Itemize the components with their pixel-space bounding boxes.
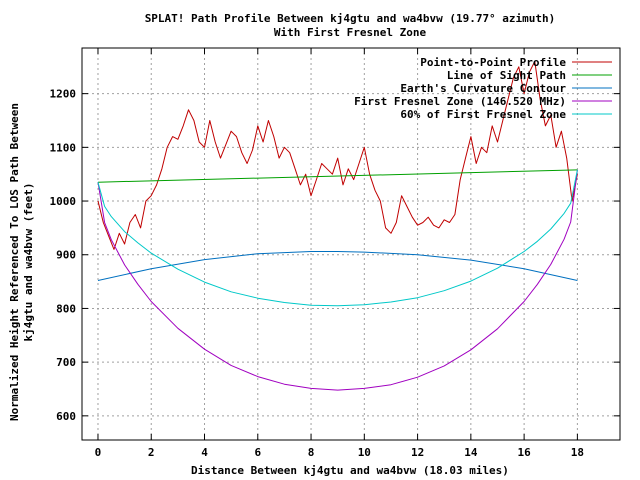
y-tick-label-6: 1200 — [50, 88, 77, 101]
x-tick-label-5: 10 — [358, 446, 371, 459]
legend-label-4: 60% of First Fresnel Zone — [400, 108, 566, 121]
series-line-0 — [97, 60, 578, 250]
series-line-2 — [97, 251, 578, 281]
series-line-3 — [97, 169, 578, 391]
x-tick-label-6: 12 — [411, 446, 424, 459]
series-layer — [97, 60, 578, 391]
y-tick-label-0: 600 — [56, 410, 76, 423]
y-axis-label-line2: kj4gtu and wa4bvw (feet) — [22, 183, 35, 342]
plot-frame — [81, 47, 621, 441]
x-tick-label-1: 2 — [148, 446, 155, 459]
y-tick-label-5: 1100 — [50, 141, 77, 154]
y-tick-label-2: 800 — [56, 302, 76, 315]
legend-label-0: Point-to-Point Profile — [420, 56, 566, 69]
x-tick-label-9: 18 — [571, 446, 584, 459]
y-axis-label-line1: Normalized Height Referenced To LOS Path… — [8, 103, 21, 421]
x-tick-label-0: 0 — [95, 446, 102, 459]
grid-lines — [82, 48, 620, 440]
y-tick-label-3: 900 — [56, 249, 76, 262]
legend-label-1: Line of Sight Path — [447, 69, 566, 82]
x-tick-label-8: 16 — [517, 446, 531, 459]
chart-title: SPLAT! Path Profile Between kj4gtu and w… — [145, 12, 556, 25]
x-tick-label-3: 6 — [254, 446, 261, 459]
x-tick-label-4: 8 — [308, 446, 315, 459]
axis-ticks: 0 2 4 6 8 10 12 14 16 18 600 700 800 900 1000 1100 1200 — [50, 48, 620, 459]
series-line-4 — [97, 169, 578, 307]
y-tick-label-4: 1000 — [50, 195, 77, 208]
chart-subtitle: With First Fresnel Zone — [274, 26, 427, 39]
legend-label-2: Earth's Curvature Contour — [400, 82, 566, 95]
x-axis-label: Distance Between kj4gtu and wa4bvw (18.0… — [191, 464, 509, 477]
series-line-1 — [97, 169, 578, 183]
x-tick-label-2: 4 — [201, 446, 208, 459]
y-tick-label-1: 700 — [56, 356, 76, 369]
legend-label-3: First Fresnel Zone (146.520 MHz) — [354, 95, 566, 108]
x-tick-label-7: 14 — [464, 446, 478, 459]
